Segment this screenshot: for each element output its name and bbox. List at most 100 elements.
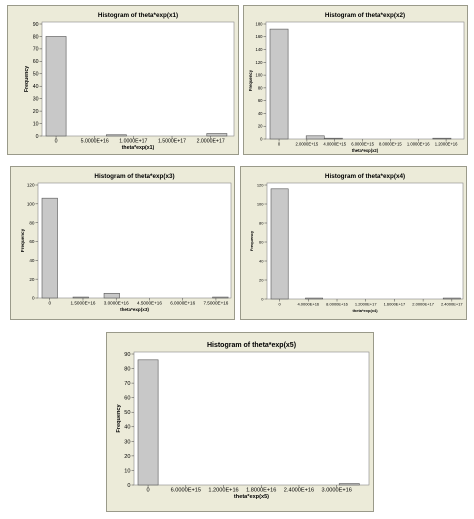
- y-axis-label: Frequency: [249, 230, 254, 251]
- x-tick-label: 6.0000E+15: [351, 142, 374, 147]
- x-axis-label: theta*exp(x4): [352, 308, 378, 313]
- y-axis-label: Frequency: [20, 228, 25, 252]
- x-axis-label: theta*exp(x2): [352, 148, 379, 153]
- y-tick-label: 30: [124, 439, 130, 445]
- y-tick-label: 20: [259, 277, 264, 282]
- x-tick-label: 1.2000E+17: [355, 302, 377, 307]
- histogram-panel-x1: Histogram of theta*exp(x1) Frequency theta…: [7, 5, 239, 155]
- histogram-chart: Histogram of theta*exp(x3) Frequency theta…: [20, 173, 232, 312]
- y-tick-label: 180: [256, 21, 264, 26]
- x-axis-label: theta*exp(x1): [122, 145, 155, 151]
- x-axis-label: theta*exp(x3): [120, 307, 149, 312]
- y-tick-label: 140: [256, 47, 264, 52]
- x-tick-label: 2.0000E+17: [412, 302, 434, 307]
- y-tick-label: 30: [33, 96, 39, 102]
- histogram-bar: [432, 137, 452, 140]
- x-tick-label: 5.0000E+16: [81, 139, 109, 145]
- y-tick-label: 80: [29, 220, 35, 225]
- histogram-bar: [269, 28, 289, 140]
- x-tick-label: 4.0000E+15: [323, 142, 346, 147]
- x-tick-label: 2.0000E+15: [296, 142, 319, 147]
- histogram-bar: [106, 134, 127, 137]
- x-tick-label: 1.8000E+16: [246, 488, 276, 494]
- x-tick-label: 1.5000E+17: [158, 139, 186, 145]
- x-tick-label: 2.0000E+17: [197, 139, 225, 145]
- x-tick-label: 8.0000E+16: [326, 302, 348, 307]
- histogram-chart: Histogram of theta*exp(x4) Frequency theta…: [249, 173, 464, 313]
- histogram-bar: [41, 197, 58, 299]
- chart-title: Histogram of theta*exp(x1): [98, 12, 178, 19]
- plot-area: [266, 182, 464, 300]
- x-tick-label: 6.0000E+15: [171, 488, 201, 494]
- plot-area: [265, 21, 465, 140]
- y-tick-label: 80: [33, 34, 39, 40]
- y-tick-label: 80: [124, 367, 130, 373]
- y-tick-label: 10: [124, 468, 130, 474]
- y-tick-label: 20: [124, 454, 130, 460]
- histogram-bar: [45, 36, 67, 137]
- histogram-bar: [305, 297, 323, 300]
- y-tick-label: 120: [257, 182, 264, 187]
- y-tick-label: 20: [258, 124, 263, 129]
- x-tick-label: 6.0000E+16: [170, 301, 195, 306]
- plot-area: [133, 351, 370, 486]
- y-tick-label: 60: [124, 396, 130, 402]
- y-tick-label: 40: [258, 111, 263, 116]
- histogram-bar: [323, 137, 343, 140]
- histogram-chart: Histogram of theta*exp(x1) Frequency theta…: [24, 12, 235, 151]
- y-axis-label: Frequency: [248, 69, 253, 91]
- y-tick-label: 90: [33, 22, 39, 28]
- y-tick-label: 60: [259, 239, 264, 244]
- y-tick-label: 60: [29, 239, 35, 244]
- x-tick-label: 0: [146, 488, 149, 494]
- histogram-bar: [72, 296, 89, 299]
- y-tick-label: 80: [258, 85, 263, 90]
- histogram-bar: [442, 297, 461, 300]
- x-tick-label: 3.0000E+16: [322, 488, 352, 494]
- x-tick-label: 4.0000E+16: [297, 302, 319, 307]
- y-tick-label: 120: [256, 60, 264, 65]
- y-tick-label: 40: [29, 258, 35, 263]
- histogram-chart: Histogram of theta*exp(x2) Frequency theta…: [248, 12, 465, 153]
- x-tick-label: 1.2000E+16: [435, 142, 458, 147]
- y-tick-label: 100: [256, 73, 264, 78]
- histogram-panel-x5: Histogram of theta*exp(x5) Frequency theta…: [106, 332, 374, 512]
- chart-title: Histogram of theta*exp(x5): [207, 342, 296, 349]
- y-tick-label: 40: [124, 425, 130, 431]
- histogram-bar: [137, 359, 159, 486]
- x-axis-label: theta*exp(x5): [234, 494, 269, 500]
- x-tick-label: 3.0000E+16: [104, 301, 129, 306]
- x-tick-label: 1.2000E+16: [208, 488, 238, 494]
- histogram-bar: [206, 133, 228, 137]
- histogram-panel-x4: Histogram of theta*exp(x4) Frequency theta…: [240, 166, 467, 320]
- y-tick-label: 40: [33, 84, 39, 90]
- x-tick-label: 2.4000E+17: [441, 302, 463, 307]
- chart-title: Histogram of theta*exp(x3): [94, 173, 174, 180]
- histogram-panel-x2: Histogram of theta*exp(x2) Frequency theta…: [243, 5, 468, 155]
- histogram-bar: [338, 483, 360, 486]
- y-tick-label: 0: [32, 296, 35, 301]
- x-tick-label: 1.0000E+17: [119, 139, 147, 145]
- chart-title: Histogram of theta*exp(x2): [325, 12, 405, 19]
- y-tick-label: 10: [33, 121, 39, 127]
- plot-area: [37, 182, 232, 299]
- x-tick-label: 4.5000E+16: [137, 301, 162, 306]
- y-tick-label: 90: [124, 352, 130, 358]
- x-tick-label: 0: [55, 139, 58, 145]
- y-tick-label: 0: [127, 483, 130, 489]
- y-tick-label: 60: [258, 98, 263, 103]
- y-axis-label: Frequency: [24, 66, 30, 92]
- x-tick-label: 0: [278, 302, 281, 307]
- y-tick-label: 120: [27, 183, 35, 188]
- histogram-bar: [212, 296, 229, 299]
- y-tick-label: 0: [260, 136, 263, 141]
- y-tick-label: 70: [124, 381, 130, 387]
- y-tick-label: 20: [33, 109, 39, 115]
- x-tick-label: 1.0000E+16: [407, 142, 430, 147]
- x-tick-label: 1.5000E+16: [71, 301, 96, 306]
- y-tick-label: 100: [27, 201, 35, 206]
- y-tick-label: 100: [257, 201, 264, 206]
- y-tick-label: 50: [33, 72, 39, 78]
- y-tick-label: 0: [36, 134, 39, 140]
- y-tick-label: 20: [29, 277, 35, 282]
